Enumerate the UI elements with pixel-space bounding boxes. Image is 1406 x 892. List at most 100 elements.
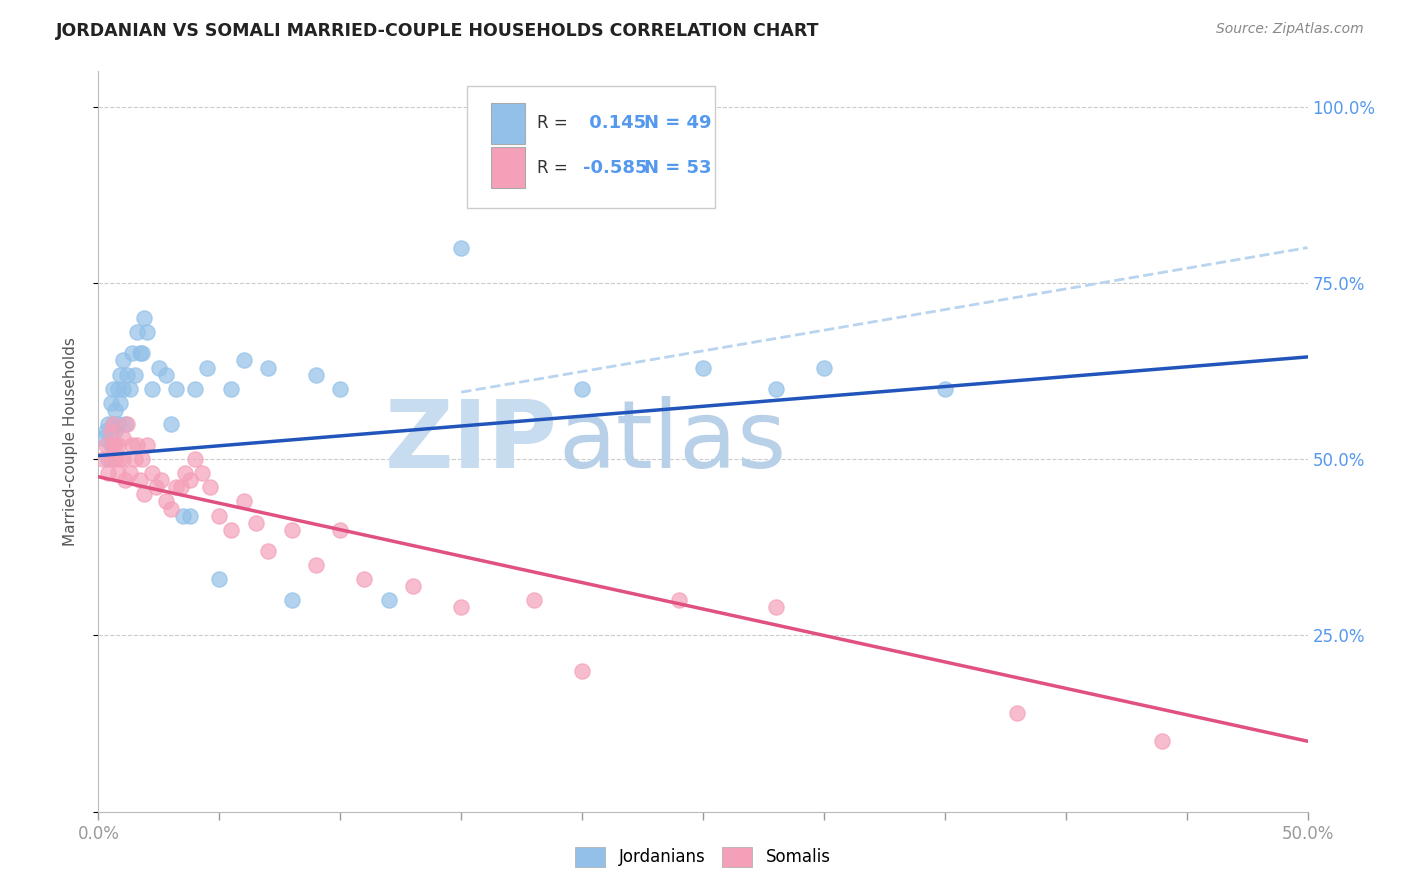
- Point: [160, 417, 183, 431]
- Point: [108, 452, 131, 467]
- Point: [118, 382, 141, 396]
- Point: [124, 368, 146, 382]
- Point: [179, 508, 201, 523]
- FancyBboxPatch shape: [492, 103, 526, 144]
- Text: JORDANIAN VS SOMALI MARRIED-COUPLE HOUSEHOLDS CORRELATION CHART: JORDANIAN VS SOMALI MARRIED-COUPLE HOUSE…: [56, 22, 820, 40]
- Point: [169, 480, 191, 494]
- Point: [97, 452, 120, 467]
- Point: [117, 417, 139, 431]
- Point: [131, 452, 153, 467]
- Point: [127, 438, 149, 452]
- Point: [107, 417, 129, 431]
- Point: [813, 360, 835, 375]
- Point: [97, 467, 120, 481]
- Point: [91, 431, 114, 445]
- Text: Source: ZipAtlas.com: Source: ZipAtlas.com: [1216, 22, 1364, 37]
- Point: [172, 508, 194, 523]
- Point: [232, 494, 254, 508]
- Point: [281, 523, 304, 537]
- Point: [221, 523, 243, 537]
- Point: [571, 664, 593, 678]
- Point: [148, 360, 170, 375]
- Point: [94, 424, 117, 438]
- Point: [165, 382, 187, 396]
- FancyBboxPatch shape: [492, 147, 526, 188]
- Point: [256, 544, 278, 558]
- Point: [104, 452, 127, 467]
- Point: [100, 396, 122, 410]
- Point: [450, 600, 472, 615]
- Point: [165, 480, 187, 494]
- Point: [191, 467, 214, 481]
- Text: N = 53: N = 53: [644, 159, 711, 177]
- Point: [111, 382, 134, 396]
- Text: R =: R =: [537, 114, 568, 132]
- Point: [124, 452, 146, 467]
- Point: [100, 438, 122, 452]
- Point: [150, 473, 173, 487]
- Text: ZIP: ZIP: [385, 395, 558, 488]
- Point: [305, 368, 328, 382]
- Point: [94, 438, 117, 452]
- Point: [111, 431, 134, 445]
- Point: [107, 467, 129, 481]
- Point: [692, 360, 714, 375]
- Point: [281, 593, 304, 607]
- Point: [198, 480, 221, 494]
- Point: [108, 396, 131, 410]
- Point: [174, 467, 197, 481]
- Point: [101, 382, 124, 396]
- Point: [179, 473, 201, 487]
- Legend: Jordanians, Somalis: Jordanians, Somalis: [569, 840, 837, 874]
- Point: [107, 438, 129, 452]
- Point: [134, 311, 156, 326]
- Point: [127, 325, 149, 339]
- Point: [571, 382, 593, 396]
- Point: [329, 382, 352, 396]
- Point: [114, 417, 136, 431]
- Point: [97, 417, 120, 431]
- Point: [117, 368, 139, 382]
- Point: [377, 593, 399, 607]
- Point: [256, 360, 278, 375]
- Point: [450, 241, 472, 255]
- Point: [108, 368, 131, 382]
- Point: [121, 438, 143, 452]
- Text: -0.585: -0.585: [583, 159, 648, 177]
- Point: [765, 382, 787, 396]
- Point: [160, 501, 183, 516]
- Point: [1007, 706, 1029, 720]
- Point: [195, 360, 218, 375]
- Point: [402, 579, 425, 593]
- Point: [208, 572, 231, 586]
- Point: [765, 600, 787, 615]
- Point: [114, 473, 136, 487]
- Point: [329, 523, 352, 537]
- Point: [121, 346, 143, 360]
- Point: [141, 382, 163, 396]
- Point: [221, 382, 243, 396]
- Point: [1152, 734, 1174, 748]
- Point: [128, 346, 150, 360]
- Point: [118, 467, 141, 481]
- FancyBboxPatch shape: [467, 87, 716, 209]
- Point: [232, 353, 254, 368]
- Point: [184, 382, 207, 396]
- Point: [145, 480, 167, 494]
- Point: [305, 558, 328, 572]
- Point: [104, 424, 127, 438]
- Point: [135, 325, 157, 339]
- Point: [104, 438, 127, 452]
- Text: atlas: atlas: [558, 395, 786, 488]
- Point: [141, 467, 163, 481]
- Point: [155, 368, 177, 382]
- Text: N = 49: N = 49: [644, 114, 711, 132]
- Point: [155, 494, 177, 508]
- Point: [91, 452, 114, 467]
- Point: [101, 417, 124, 431]
- Point: [184, 452, 207, 467]
- Point: [353, 572, 375, 586]
- Point: [100, 452, 122, 467]
- Point: [107, 382, 129, 396]
- Y-axis label: Married-couple Households: Married-couple Households: [63, 337, 77, 546]
